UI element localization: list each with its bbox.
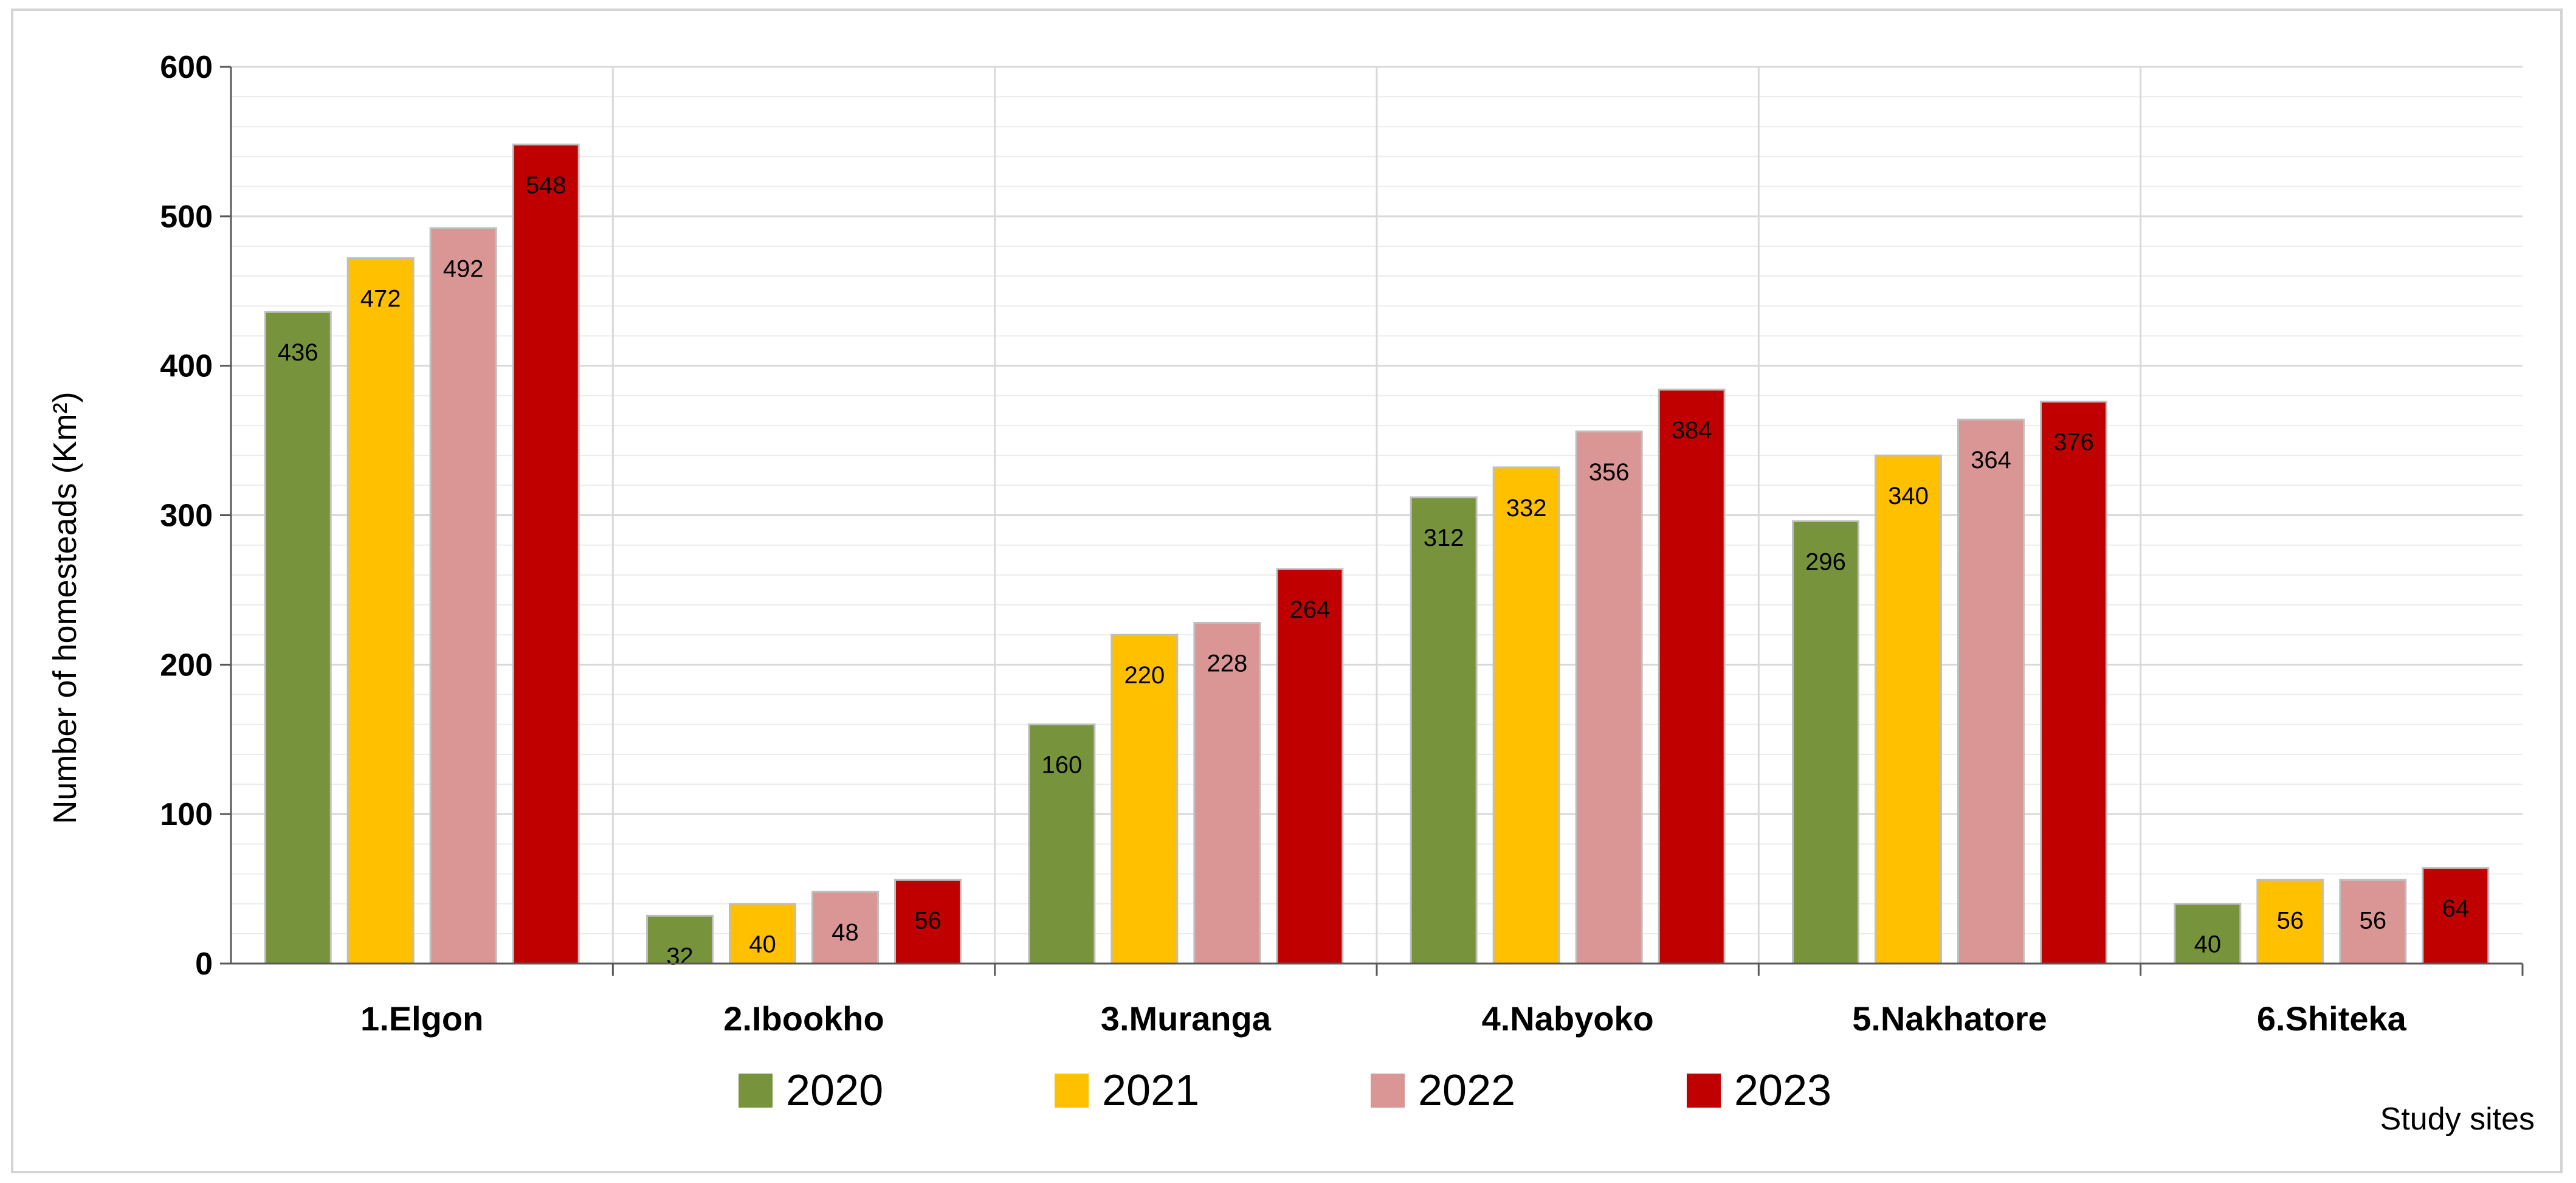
bars	[264, 143, 2490, 965]
bar-2021-1.Elgon	[346, 257, 415, 965]
data-label: 40	[749, 931, 776, 958]
data-label: 312	[1424, 525, 1464, 551]
bar-2020-3.Muranga	[1028, 723, 1096, 965]
legend-swatch-2023	[1687, 1074, 1721, 1108]
x-category-label: 3.Muranga	[1101, 999, 1272, 1038]
data-label: 160	[1041, 752, 1082, 779]
data-label: 548	[526, 172, 567, 199]
data-label: 64	[2442, 895, 2470, 922]
bar-2022-2.Ibookho	[811, 891, 879, 965]
y-tick-label: 500	[160, 199, 213, 235]
x-axis-title: Study sites	[2380, 1102, 2535, 1137]
bar-2021-5.Nakhatore	[1875, 454, 1942, 965]
y-tick-label: 200	[160, 647, 213, 683]
x-category-label: 6.Shiteka	[2257, 999, 2407, 1038]
data-label: 492	[443, 256, 484, 283]
data-label: 56	[2360, 907, 2387, 934]
legend-label: 2020	[786, 1066, 883, 1115]
bar-2021-2.Ibookho	[729, 903, 796, 965]
legend: 2020 2021 2022 2023	[739, 1066, 1831, 1115]
data-label: 376	[2053, 429, 2094, 456]
data-label: 48	[832, 919, 859, 946]
legend-label: 2021	[1102, 1066, 1199, 1115]
bar-2020-4.Nabyoko	[1410, 496, 1478, 965]
bar-2023-3.Muranga	[1276, 568, 1344, 965]
category-dividers	[611, 67, 2142, 964]
axes	[220, 66, 2524, 976]
x-category-label: 2.Ibookho	[723, 999, 884, 1038]
bar-2022-6.Shiteka	[2339, 878, 2407, 965]
legend-swatch-2021	[1055, 1074, 1089, 1108]
bar-2022-5.Nakhatore	[1957, 418, 2025, 965]
data-label: 264	[1289, 596, 1330, 623]
bar-2023-4.Nabyoko	[1658, 388, 1726, 965]
bar-2022-3.Muranga	[1193, 622, 1261, 965]
data-label: 384	[1672, 417, 1712, 444]
data-label: 340	[1888, 483, 1929, 509]
y-tick-label: 100	[160, 797, 213, 832]
x-category-label: 4.Nabyoko	[1482, 999, 1654, 1038]
y-tick-label: 600	[160, 50, 213, 85]
x-category-labels: 1.Elgon 2.Ibookho 3.Muranga 4.Nabyoko 5.Nakh…	[360, 999, 2407, 1038]
legend-swatch-2022	[1371, 1074, 1405, 1108]
data-labels: 436 472 492 548 32 40 48 56 160 220 228 264 312 332 35…	[278, 172, 2469, 970]
bar-2020-2.Ibookho	[646, 914, 714, 965]
y-tick-label: 0	[195, 947, 213, 982]
y-tick-label: 300	[160, 498, 213, 534]
bar-2023-5.Nakhatore	[2040, 401, 2107, 965]
y-tick-labels: 0 100 200 300 400 500 600	[160, 50, 213, 982]
data-label: 40	[2194, 931, 2222, 958]
x-category-label: 5.Nakhatore	[1852, 999, 2047, 1038]
bar-2021-6.Shiteka	[2256, 878, 2324, 965]
bar-2022-4.Nabyoko	[1575, 430, 1643, 965]
legend-swatch-2020	[739, 1074, 773, 1108]
legend-label: 2023	[1734, 1066, 1831, 1115]
data-label: 356	[1589, 459, 1630, 486]
data-label: 56	[2277, 907, 2304, 934]
data-label: 472	[360, 286, 401, 312]
data-label: 296	[1805, 548, 1846, 575]
bar-2023-1.Elgon	[512, 143, 580, 965]
y-axis-title: Number of homesteads (Km²)	[47, 391, 83, 824]
bar-2020-5.Nakhatore	[1792, 520, 1859, 965]
bar-2022-1.Elgon	[429, 227, 497, 965]
data-label: 364	[1971, 447, 2011, 474]
bar-2020-6.Shiteka	[2174, 903, 2242, 965]
y-tick-label: 400	[160, 349, 213, 384]
bar-2023-6.Shiteka	[2422, 867, 2490, 965]
legend-label: 2022	[1418, 1066, 1515, 1115]
data-label: 56	[914, 907, 942, 934]
bar-2023-2.Ibookho	[894, 878, 962, 965]
bar-2021-3.Muranga	[1111, 633, 1179, 965]
data-label: 32	[666, 943, 694, 970]
data-label: 332	[1506, 495, 1547, 522]
x-category-label: 1.Elgon	[360, 999, 483, 1038]
bar-2021-4.Nabyoko	[1492, 466, 1560, 965]
data-label: 220	[1124, 662, 1165, 689]
data-label: 436	[278, 339, 319, 366]
data-label: 228	[1207, 650, 1247, 677]
bar-2020-1.Elgon	[264, 311, 332, 965]
